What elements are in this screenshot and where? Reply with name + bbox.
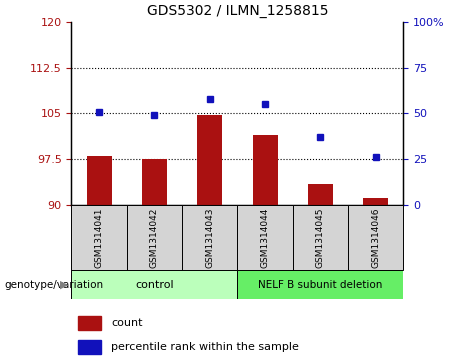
Text: NELF B subunit deletion: NELF B subunit deletion: [258, 280, 383, 290]
Text: GSM1314043: GSM1314043: [205, 208, 214, 268]
Bar: [127, 205, 182, 270]
Text: GSM1314041: GSM1314041: [95, 208, 104, 268]
Bar: [363, 198, 388, 205]
Bar: [182, 205, 237, 270]
Bar: [78, 316, 101, 330]
Bar: [237, 270, 403, 299]
Bar: [197, 115, 222, 205]
Text: genotype/variation: genotype/variation: [5, 280, 104, 290]
Text: count: count: [111, 318, 143, 328]
Text: GSM1314044: GSM1314044: [260, 208, 270, 268]
Bar: [308, 184, 333, 205]
Text: ▶: ▶: [60, 280, 68, 290]
Title: GDS5302 / ILMN_1258815: GDS5302 / ILMN_1258815: [147, 4, 328, 18]
Text: GSM1314042: GSM1314042: [150, 208, 159, 268]
Bar: [348, 205, 403, 270]
Bar: [71, 205, 127, 270]
Text: GSM1314045: GSM1314045: [316, 208, 325, 268]
Text: GSM1314046: GSM1314046: [371, 208, 380, 268]
Bar: [293, 205, 348, 270]
Bar: [71, 270, 237, 299]
Text: control: control: [135, 280, 174, 290]
Text: percentile rank within the sample: percentile rank within the sample: [111, 342, 299, 352]
Bar: [253, 135, 278, 205]
Bar: [237, 205, 293, 270]
Bar: [87, 156, 112, 205]
Bar: [142, 159, 167, 205]
Bar: [78, 340, 101, 354]
